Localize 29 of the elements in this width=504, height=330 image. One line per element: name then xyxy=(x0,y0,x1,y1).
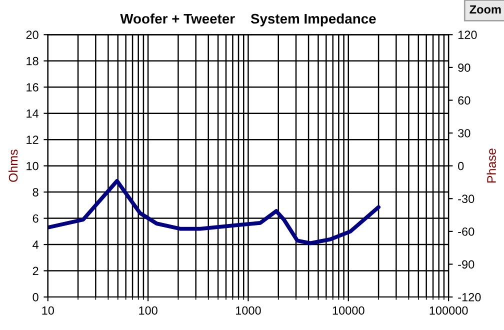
y2-tick-label: 120 xyxy=(458,30,477,40)
y-tick-label: 16 xyxy=(26,83,38,92)
y-tick-label: 0 xyxy=(32,293,38,302)
y2-tick-label: 90 xyxy=(458,63,470,72)
chart-title: Woofer + Tweeter System Impedance xyxy=(120,13,376,26)
x-tick-label: 100 xyxy=(139,306,158,315)
y2-tick-label: -120 xyxy=(458,293,481,302)
y-tick-label: 18 xyxy=(26,56,38,66)
y-tick-label: 20 xyxy=(26,30,38,40)
y-tick-label: 6 xyxy=(32,214,38,223)
y2-tick-label: -60 xyxy=(458,227,474,236)
y2-tick-label: -90 xyxy=(458,260,474,269)
x-tick-label: 100000 xyxy=(430,306,468,315)
y2-tick-label: 0 xyxy=(458,162,464,170)
y-tick-label: 10 xyxy=(26,162,38,170)
y2-tick-label: 60 xyxy=(458,96,470,105)
text: Zoom xyxy=(470,5,501,14)
y-tick-label: 2 xyxy=(32,266,38,276)
y2-axis-title: Phase xyxy=(486,148,496,183)
y-tick-label: 8 xyxy=(32,188,38,196)
y-tick-label: 14 xyxy=(26,110,39,118)
x-tick-label: 10 xyxy=(42,306,54,315)
y-tick-label: 12 xyxy=(26,136,38,144)
x-tick-label: 1000 xyxy=(236,306,261,315)
y2-tick-label: -30 xyxy=(458,194,474,204)
y-tick-label: 4 xyxy=(32,240,39,249)
y2-tick-label: 30 xyxy=(458,129,470,138)
y-axis-title: Ohms xyxy=(8,150,18,182)
x-tick-label: 10000 xyxy=(332,306,364,315)
